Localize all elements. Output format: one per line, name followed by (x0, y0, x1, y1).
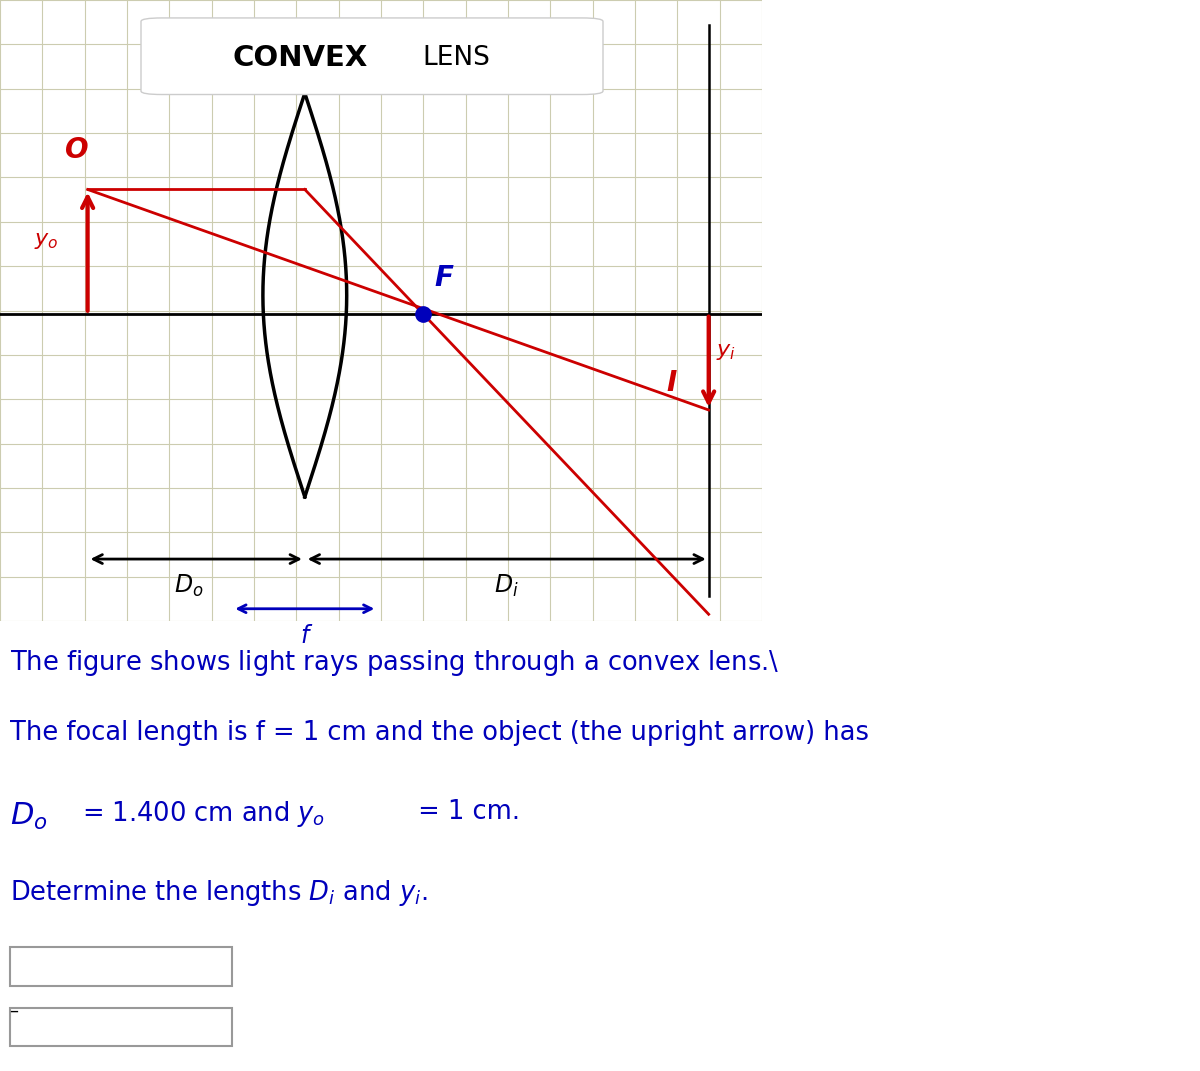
Text: = 1 cm.: = 1 cm. (410, 799, 521, 825)
Text: $y_o$: $y_o$ (35, 231, 59, 252)
Text: $D_o$: $D_o$ (10, 801, 47, 832)
Text: F: F (434, 263, 454, 291)
Text: $D_i$: $D_i$ (494, 573, 520, 600)
Text: The focal length is f = 1 cm and the object (the upright arrow) has: The focal length is f = 1 cm and the obj… (10, 720, 869, 746)
Text: –: – (10, 1001, 19, 1020)
Text: LENS: LENS (422, 45, 490, 71)
FancyBboxPatch shape (10, 947, 232, 985)
Text: = 1.400 cm and $y_o$: = 1.400 cm and $y_o$ (82, 799, 325, 829)
Text: I: I (667, 369, 677, 397)
Text: f: f (301, 624, 308, 648)
Text: CONVEX: CONVEX (233, 44, 368, 72)
Text: O: O (65, 136, 89, 165)
Text: $y_i$: $y_i$ (716, 342, 737, 362)
FancyBboxPatch shape (142, 18, 604, 94)
Text: Determine the lengths $D_i$ and $y_i$.: Determine the lengths $D_i$ and $y_i$. (10, 877, 427, 907)
Text: The figure shows light rays passing through a convex lens.$\backslash$: The figure shows light rays passing thro… (10, 648, 779, 678)
FancyBboxPatch shape (10, 1008, 232, 1046)
Text: $D_o$: $D_o$ (174, 573, 203, 600)
